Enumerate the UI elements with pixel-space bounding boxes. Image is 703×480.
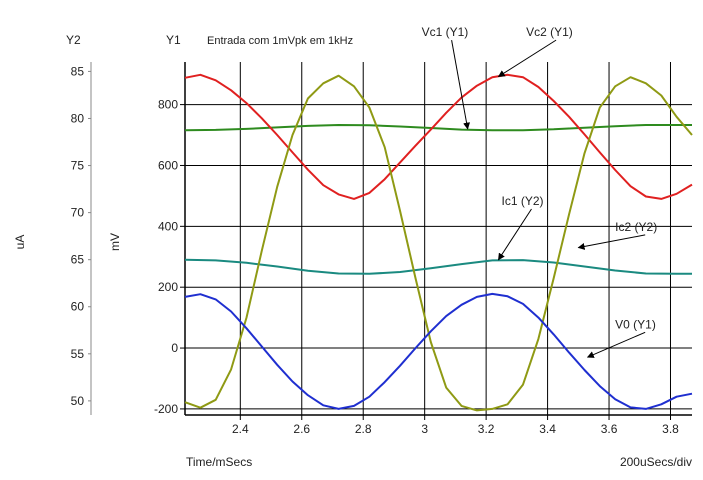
y1-axis-title: Y1	[166, 33, 181, 47]
chart-title: Entrada com 1mVpk em 1kHz	[207, 35, 353, 47]
annotation-label: V0 (Y1)	[615, 317, 656, 331]
annotation-arrow	[586, 331, 646, 358]
y2-tick-label: 55	[71, 347, 85, 361]
y2-tick-label: 60	[71, 300, 85, 314]
y2-tick-label: 50	[71, 394, 85, 408]
y2-tick-label: 85	[71, 64, 85, 78]
annotation-arrow	[577, 234, 646, 250]
series-layer	[184, 73, 693, 412]
y2-tick-label: 70	[71, 206, 85, 220]
annotation-label: Vc1 (Y1)	[422, 25, 469, 39]
series-line-4	[184, 292, 693, 410]
x-division-note: 200uSecs/div	[620, 455, 692, 469]
annotation-label: Ic2 (Y2)	[615, 220, 657, 234]
annotation-arrow	[497, 39, 557, 78]
x-tick-label: 3.8	[662, 422, 679, 436]
grid-lines	[185, 62, 692, 415]
y1-tick-label: 600	[158, 158, 178, 172]
y2-tick-label: 65	[71, 253, 85, 267]
x-axis-title: Time/mSecs	[186, 455, 252, 469]
x-tick-label: 2.6	[293, 422, 310, 436]
y1-unit-label: mV	[108, 233, 122, 251]
series-line-3	[184, 74, 693, 412]
axes	[90, 62, 692, 416]
x-tick-label: 2.8	[355, 422, 372, 436]
y2-tick-label: 75	[71, 159, 85, 173]
y1-tick-label: -200	[154, 402, 178, 416]
x-tick-label: 3	[421, 422, 428, 436]
x-tick-label: 2.4	[232, 422, 249, 436]
y2-tick-label: 80	[71, 111, 85, 125]
y2-axis-title: Y2	[66, 33, 81, 47]
series-line-0	[184, 124, 692, 132]
y1-tick-label: 200	[158, 280, 178, 294]
x-tick-label: 3.6	[601, 422, 618, 436]
y2-unit-label: uA	[13, 235, 27, 250]
y1-tick-label: 400	[158, 219, 178, 233]
series-line-2	[184, 258, 692, 275]
y1-tick-label: 0	[171, 341, 178, 355]
annotation-label: Ic1 (Y2)	[501, 194, 543, 208]
annotation-layer: Vc1 (Y1) Vc2 (Y1) Ic1 (Y2) Ic2 (Y2) V0 (Y1)	[422, 25, 657, 358]
annotation-arrow	[497, 208, 532, 261]
annotation-arrow	[451, 40, 471, 130]
tick-labels: 2.4 2.6 2.8 3 3.2 3.4 3.6 3.8 -200 0 200 400 600 800 5…	[71, 64, 680, 436]
y1-tick-label: 800	[158, 98, 178, 112]
annotation-label: Vc2 (Y1)	[526, 25, 573, 39]
x-tick-label: 3.2	[478, 422, 495, 436]
x-tick-label: 3.4	[539, 422, 556, 436]
series-line-1	[184, 73, 693, 200]
